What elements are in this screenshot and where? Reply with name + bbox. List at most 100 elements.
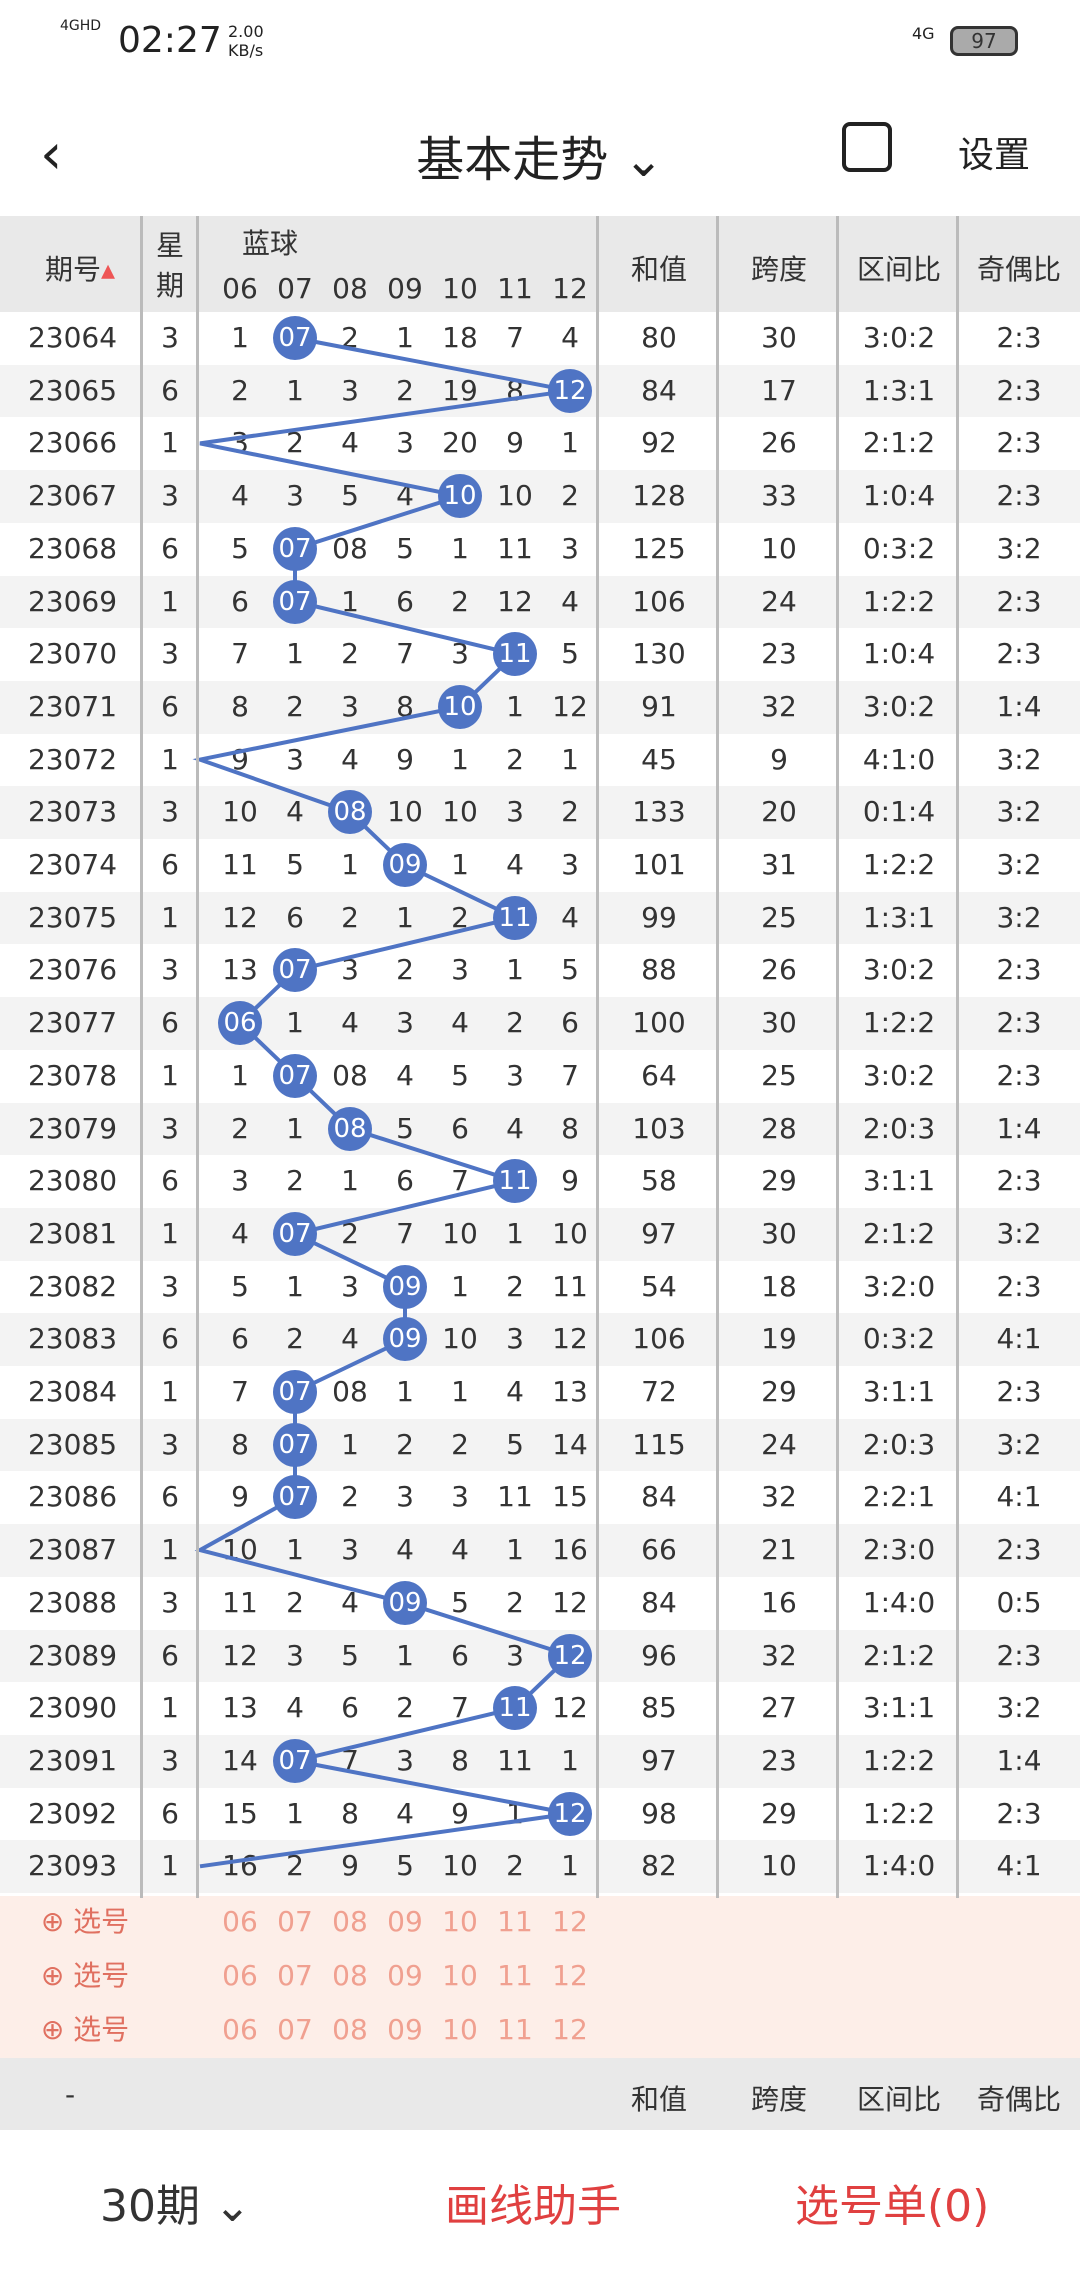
table-row: 23066 1 3 2 4 3 20 9 1 92 26 2:1:2 2:3 [0,417,1080,470]
oddeven-cell: 2:3 [996,479,1042,513]
miss-cell: 2 [341,1480,359,1514]
miss-cell: 1 [506,1533,524,1567]
miss-cell: 11 [222,1585,258,1619]
span-cell: 32 [761,1638,797,1672]
span-cell: 31 [761,848,797,881]
miss-cell: 2 [506,742,524,776]
period-cell: 23071 [27,689,118,723]
sum-cell: 130 [632,637,686,671]
col-header-11: 11 [497,272,533,305]
week-cell: 1 [161,1691,179,1725]
settings-button[interactable]: 设置 [957,135,1030,176]
period-cell: 23084 [27,1375,118,1408]
oddeven-header: 奇偶比 [976,253,1061,286]
miss-cell: 11 [222,848,258,881]
select-number[interactable]: 09 [387,1905,423,1938]
select-number[interactable]: 12 [552,1905,588,1938]
table-footer-header: - 和值 跨度 区间比 奇偶比 [0,2058,1080,2130]
range-cell: 2:1:2 [862,1216,936,1250]
range-cell: 2:1:2 [862,426,936,460]
range-cell: 0:3:2 [862,1322,936,1356]
select-number[interactable]: 06 [222,1905,258,1938]
miss-cell: 3 [286,742,304,776]
span-cell: 26 [761,426,797,460]
range-cell: 1:0:4 [862,637,936,671]
footer-oddeven: 奇偶比 [976,2083,1061,2116]
miss-cell: 4 [231,1216,249,1250]
draw-helper-button[interactable]: 画线助手 [445,2181,621,2232]
miss-cell: 3 [506,1322,524,1356]
sum-header: 和值 [630,253,687,286]
back-icon[interactable]: ‹ [40,122,63,187]
table-row: 23088 3 11 2 4 5 2 12 84 16 1:4:0 0:5 [0,1577,1080,1630]
sum-cell: 84 [641,373,677,407]
miss-cell: 1 [451,1269,469,1303]
miss-cell: 6 [231,1322,249,1356]
oddeven-cell: 2:3 [996,584,1042,618]
blue-ball: 10 [438,684,482,729]
share-icon[interactable] [842,122,892,172]
select-number[interactable]: 08 [332,1905,368,1938]
miss-cell: 4 [341,742,359,776]
select-number[interactable]: 11 [497,1905,533,1938]
period-cell: 23090 [27,1691,118,1725]
column-divider [836,216,839,1898]
miss-cell: 3 [396,426,414,460]
miss-cell: 3 [286,479,304,513]
miss-cell: 5 [231,1269,249,1303]
sum-cell: 101 [632,848,686,881]
select-number[interactable]: 09 [387,2013,423,2046]
select-number[interactable]: 10 [442,1905,478,1938]
select-number[interactable]: 09 [387,1959,423,1992]
miss-cell: 3 [506,1638,524,1672]
page-title[interactable]: 基本走势 ⌄ [416,132,664,188]
select-number[interactable]: 06 [222,2013,258,2046]
select-number[interactable]: 07 [277,1959,313,1992]
period-cell: 23072 [27,742,118,776]
oddeven-cell: 3:2 [996,848,1042,881]
select-number[interactable]: 07 [277,2013,313,2046]
miss-cell: 8 [231,689,249,723]
select-number[interactable]: 06 [222,1959,258,1992]
oddeven-cell: 3:2 [996,900,1042,934]
select-number[interactable]: 08 [332,2013,368,2046]
blue-ball: 07 [273,1475,317,1520]
blue-ball: 11 [493,1686,537,1731]
table-row: 23091 3 14 7 3 8 11 1 97 23 1:2:2 1:4 [0,1734,1080,1788]
week-cell: 1 [161,1533,179,1567]
table-row: 23074 6 11 5 1 1 4 3 101 31 1:2:2 3:2 [0,839,1080,892]
select-number[interactable]: 11 [497,1959,533,1992]
miss-cell: 6 [396,584,414,618]
col-header-06: 06 [222,272,258,305]
oddeven-cell: 3:2 [996,1691,1042,1725]
select-number[interactable]: 07 [277,1905,313,1938]
blue-ball: 12 [548,1791,592,1836]
miss-cell: 19 [442,373,478,407]
miss-cell: 2 [286,1322,304,1356]
select-number[interactable]: 08 [332,1959,368,1992]
miss-cell: 1 [286,637,304,671]
select-number[interactable]: 10 [442,1959,478,1992]
oddeven-cell: 1:4 [996,1743,1042,1777]
miss-cell: 5 [561,953,579,987]
span-cell: 21 [761,1533,797,1567]
miss-cell: 3 [231,1164,249,1198]
periods-button[interactable]: 30期 ⌄ [100,2181,251,2232]
select-number[interactable]: 12 [552,1959,588,1992]
miss-cell: 10 [222,795,258,829]
select-number[interactable]: 12 [552,2013,588,2046]
select-number[interactable]: 10 [442,2013,478,2046]
miss-cell: 3 [451,637,469,671]
miss-cell: 5 [341,479,359,513]
miss-cell: 10 [442,1849,478,1883]
sum-cell: 125 [632,531,686,565]
miss-cell: 3 [561,531,579,565]
select-number[interactable]: 11 [497,2013,533,2046]
period-header[interactable]: 期号▴ [44,253,116,286]
miss-cell: 4 [341,1006,359,1040]
miss-cell: 12 [552,1691,588,1725]
selection-list-button[interactable]: 选号单(0) [795,2181,990,2232]
miss-cell: 5 [396,531,414,565]
sum-cell: 103 [632,1111,686,1145]
